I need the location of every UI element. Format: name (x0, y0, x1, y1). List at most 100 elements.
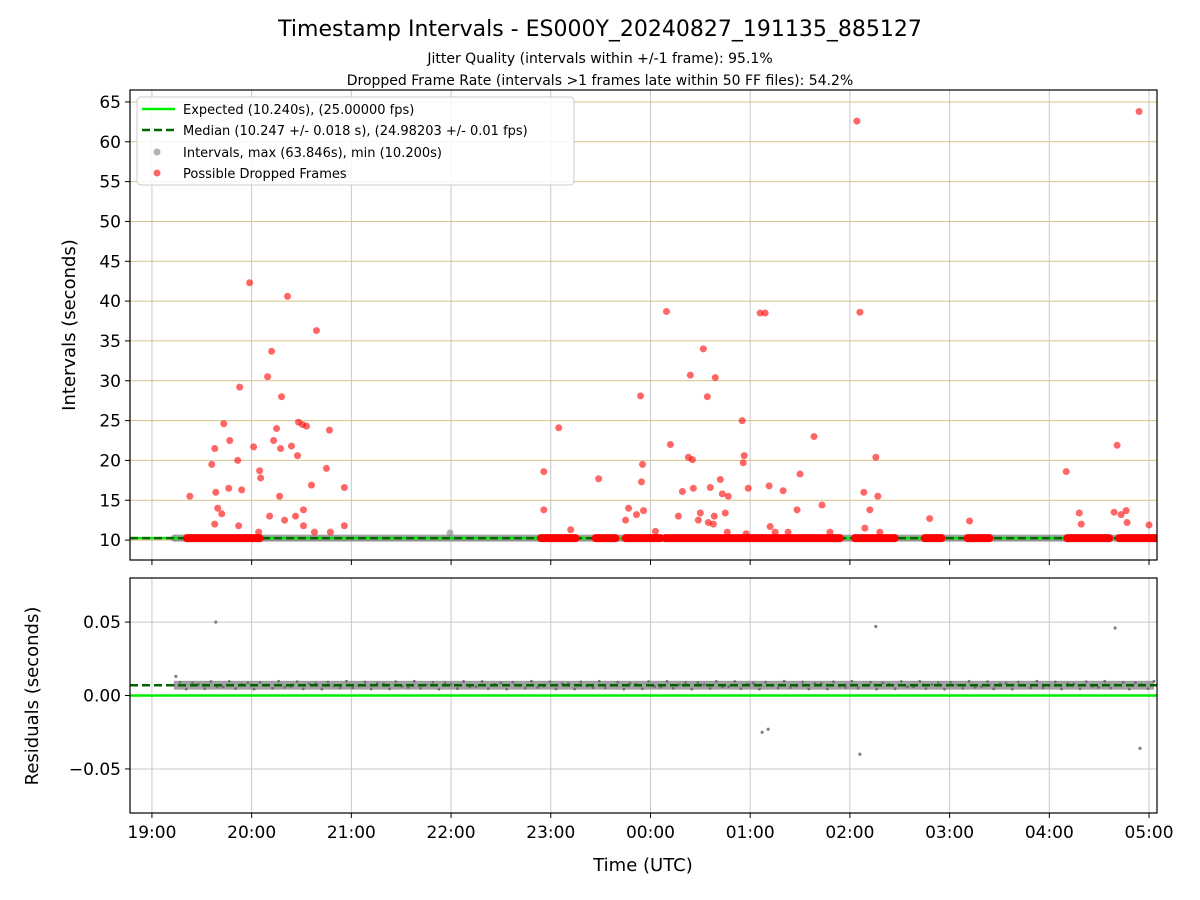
top-dropped-frame-point (639, 460, 647, 468)
top-dropped-frame-point (926, 515, 934, 523)
bottom-residual-point (850, 679, 854, 683)
top-dropped-frame-point (718, 490, 726, 498)
top-dropped-frame-point (744, 484, 752, 492)
top-dropped-frame-point (218, 510, 226, 518)
top-dropped-frame-point (666, 440, 674, 448)
top-dropped-frame-point (325, 426, 333, 434)
top-dropped-frame-point (326, 528, 334, 536)
top-y-tick-label: 65 (99, 93, 121, 113)
top-dropped-frame-point (595, 475, 603, 483)
top-dropped-frame-point (856, 308, 864, 316)
top-dropped-frame-point (674, 512, 682, 520)
legend-expected-label: Expected (10.240s), (25.00000 fps) (183, 103, 414, 118)
chart-subtitle-dropped: Dropped Frame Rate (intervals >1 frames … (347, 73, 854, 89)
bottom-x-tick-label: 04:00 (1025, 823, 1074, 843)
top-dropped-frame-point (294, 452, 302, 460)
top-dropped-frame-point (688, 456, 696, 464)
bottom-residual-point (708, 687, 712, 690)
bottom-residual-point (443, 681, 447, 685)
bottom-residual-point (622, 687, 626, 691)
top-y-tick-label: 45 (99, 252, 121, 272)
bottom-residual-point (1053, 680, 1057, 684)
top-dropped-frame-point (779, 487, 787, 495)
bottom-residual-point (431, 681, 435, 684)
bottom-residual-point (1146, 687, 1150, 691)
bottom-residual-point (227, 680, 231, 683)
bottom-residual-point (419, 686, 422, 690)
bottom-residual-point (782, 679, 786, 683)
bottom-residual-outlier (1113, 626, 1117, 630)
top-dropped-frame-point (742, 530, 750, 538)
bottom-residual-point (955, 683, 959, 687)
bottom-residual-point (295, 680, 299, 684)
bottom-residual-point (739, 687, 743, 691)
bottom-residual-point (986, 680, 989, 684)
top-y-tick-label: 55 (99, 173, 121, 193)
bottom-residual-point (758, 687, 761, 691)
bottom-residual-point (702, 683, 706, 687)
bottom-residual-point (277, 679, 281, 683)
bottom-residual-point (961, 686, 965, 690)
top-dropped-frame-point (709, 520, 717, 528)
top-dropped-frame-point (765, 482, 773, 490)
bottom-residual-point (690, 687, 694, 691)
top-dropped-frame-point (853, 117, 861, 125)
bottom-x-tick-label: 03:00 (925, 823, 974, 843)
bottom-residual-point (973, 685, 977, 689)
bottom-residual-point (918, 679, 922, 683)
top-dropped-frame-point (235, 522, 243, 530)
top-dropped-frame-point (246, 279, 254, 287)
top-dropped-frame-point (793, 506, 801, 514)
top-dropped-frame-point (211, 520, 219, 528)
top-dropped-frame-point (1110, 508, 1118, 516)
bottom-residual-point (949, 681, 952, 684)
bottom-residual-point (456, 687, 459, 690)
top-y-tick-label: 10 (99, 531, 121, 551)
top-dropped-frame-point (1122, 507, 1130, 515)
bottom-residual-point (844, 686, 848, 689)
top-y-tick-label: 30 (99, 372, 121, 392)
bottom-residual-point (875, 687, 879, 691)
top-dropped-frame-point (740, 452, 748, 460)
bottom-residual-point (727, 685, 731, 688)
bottom-x-tick-label: 20:00 (227, 823, 276, 843)
top-dropped-frame-point (238, 486, 246, 494)
bottom-residual-point (856, 686, 860, 690)
bottom-y-tick-label: 0.00 (83, 687, 121, 707)
bottom-residual-point (899, 680, 903, 683)
chart-title: Timestamp Intervals - ES000Y_20240827_19… (277, 17, 922, 42)
bottom-x-tick-label: 02:00 (825, 823, 874, 843)
bottom-residual-point (184, 687, 188, 691)
top-dropped-frame-point (236, 383, 244, 391)
top-interval-point (446, 529, 454, 537)
top-dropped-frame-point (273, 425, 281, 433)
bottom-residual-point (992, 687, 996, 691)
top-dropped-frame-point (1113, 441, 1121, 449)
bottom-residual-point (881, 681, 885, 685)
top-dropped-frame-point (555, 424, 563, 432)
top-dropped-frame-point (874, 492, 882, 500)
bottom-residual-point (714, 679, 718, 683)
bottom-residual-point (486, 687, 490, 691)
bottom-residual-point (258, 681, 262, 684)
bottom-residual-point (801, 680, 805, 684)
top-dropped-frame-point (739, 459, 747, 467)
top-dropped-frame-point (266, 512, 274, 520)
top-dropped-frame-point (818, 501, 826, 509)
top-dropped-frame-point (689, 484, 697, 492)
top-dropped-frame-point (1077, 520, 1085, 528)
bottom-residual-point (1078, 687, 1082, 691)
top-dropped-frame-point (307, 481, 315, 489)
bottom-residual-point (462, 680, 465, 683)
bottom-residual-point (234, 687, 237, 690)
intervals-panel: 10 15 20 25 30 35 40 45 50 55 60 65 (99, 89, 1158, 565)
top-dropped-frame-point (771, 528, 779, 536)
bottom-residual-point (776, 686, 780, 690)
top-dropped-frame-point (1135, 108, 1143, 116)
top-dropped-frame-point (678, 487, 686, 495)
top-dropped-frame-point (255, 528, 263, 536)
bottom-residual-outlier (1138, 746, 1142, 750)
top-dropped-frame-point (710, 512, 718, 520)
bottom-residual-point (943, 687, 946, 691)
